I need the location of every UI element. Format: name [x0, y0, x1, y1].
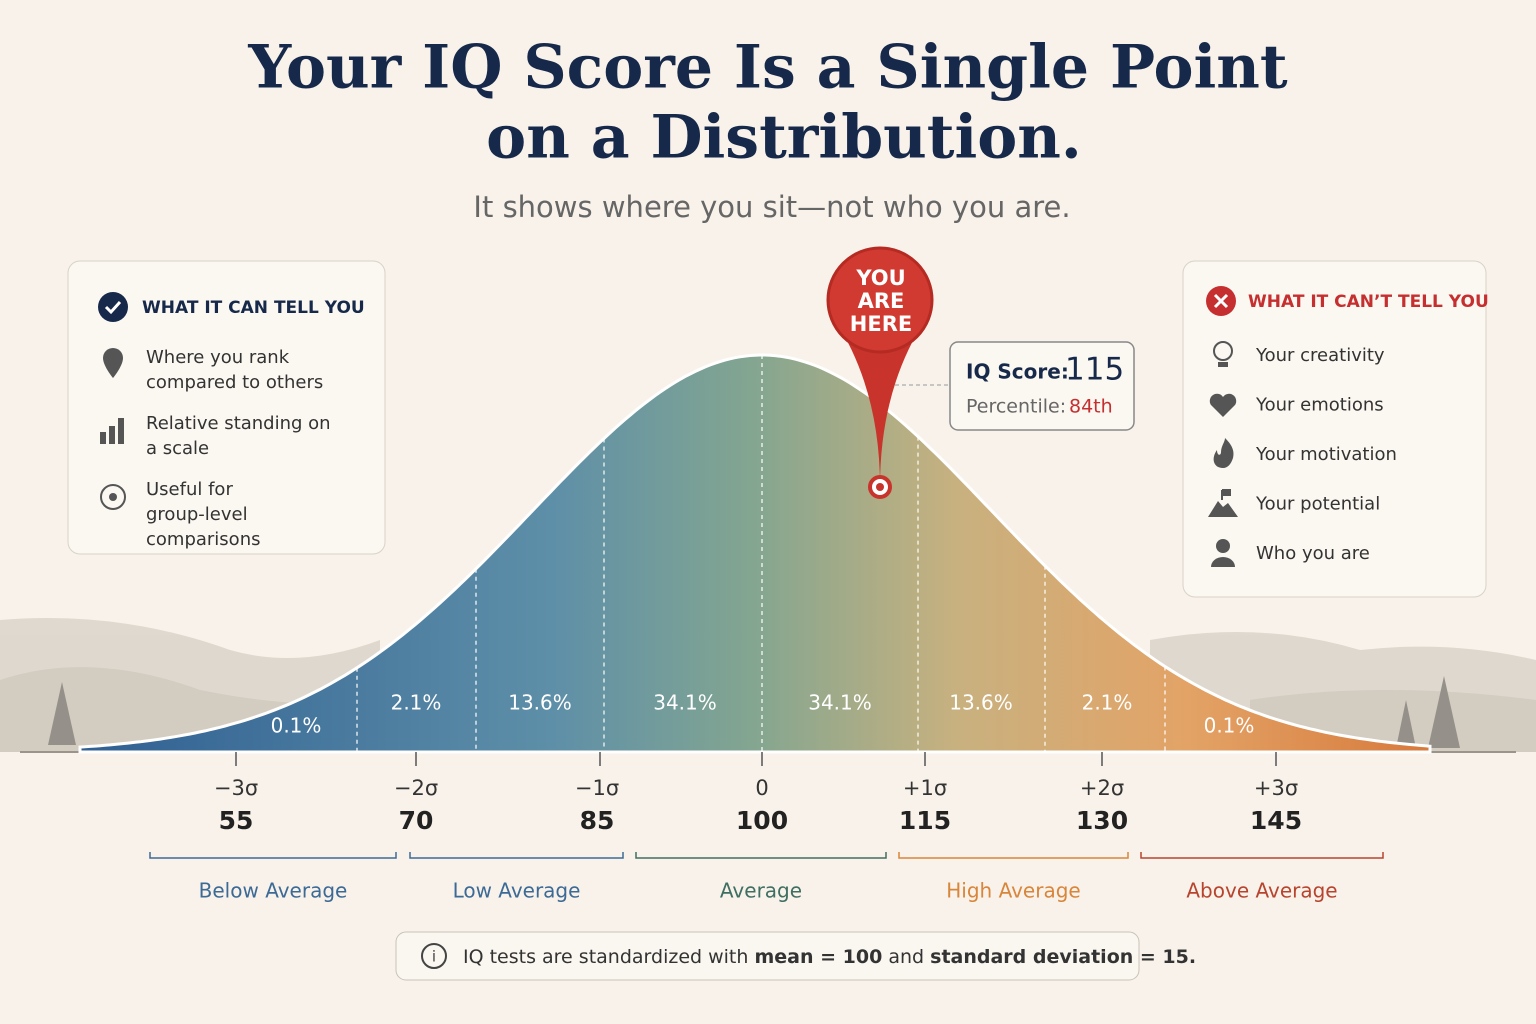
sigma-label: +2σ [1080, 776, 1124, 800]
band-bracket [635, 852, 887, 859]
subtitle: It shows where you sit—not who you are. [473, 190, 1070, 224]
can-panel [67, 260, 386, 555]
segment-label: 34.1% [808, 691, 872, 715]
panel-item: Where you rank compared to others [146, 347, 323, 393]
band-label: Below Average [199, 879, 348, 903]
panel-item: Your motivation [1255, 444, 1397, 465]
band-label: Average [720, 879, 802, 903]
band-bracket [409, 852, 624, 859]
panel-heading: WHAT IT CAN’T TELL YOU [1248, 292, 1489, 312]
panel-item: Who you are [1256, 543, 1370, 564]
pin-text: HERE [850, 312, 912, 336]
sigma-label: +3σ [1254, 776, 1298, 800]
footnote-part: IQ tests are standardized with [463, 946, 754, 968]
sigma-label: −1σ [575, 776, 619, 800]
segment-label: 0.1% [1204, 714, 1255, 738]
segment-label: 0.1% [271, 714, 322, 738]
sigma-label: −3σ [214, 776, 258, 800]
pin [826, 246, 934, 499]
panel-item: Useful for group-level comparisons [146, 479, 260, 550]
cant-icons [1208, 341, 1238, 567]
cant-panel [1182, 260, 1487, 598]
segment-label: 13.6% [508, 691, 572, 715]
score-box [949, 341, 1135, 431]
sigma-label: +1σ [903, 776, 947, 800]
band-bracket [149, 852, 397, 859]
curve-area [78, 353, 1432, 754]
score-label: 85 [580, 806, 615, 835]
labels: 0.1% 2.1% 13.6% 34.1% 34.1% 13.6% 2.1% 0.1% −3σ 5… [149, 691, 1384, 903]
score-label: 55 [219, 806, 254, 835]
percentile: 84th [1069, 396, 1113, 418]
footnote-part: standard deviation = 15. [930, 946, 1196, 968]
panel-heading: WHAT IT CAN TELL YOU [142, 298, 365, 318]
score-label: 145 [1250, 806, 1302, 835]
title-line: on a Distribution. [486, 103, 1082, 173]
segment-label: 2.1% [1082, 691, 1133, 715]
band-label: Low Average [453, 879, 581, 903]
score: 115 [1065, 352, 1124, 388]
sigma-label: 0 [755, 776, 768, 800]
segment-label: 2.1% [391, 691, 442, 715]
panel-item: Relative standing on a scale [146, 413, 331, 459]
score-label: 70 [399, 806, 434, 835]
panel-item: Your emotions [1255, 395, 1384, 416]
footnote-part: and [882, 946, 930, 968]
band-label: High Average [946, 879, 1080, 903]
pin-icon [103, 348, 123, 378]
sigma-label: −2σ [394, 776, 438, 800]
check-icon [98, 292, 128, 322]
footnote-box [395, 931, 1140, 981]
panel-item: Your creativity [1255, 345, 1385, 366]
footnote-part: mean = 100 [754, 946, 882, 968]
title-line: Your IQ Score Is a Single Point [247, 33, 1288, 103]
footnote: IQ tests are standardized with mean = 10… [463, 946, 1196, 968]
bell-curve [78, 353, 1432, 754]
band-bracket [1140, 852, 1384, 859]
score-label: 115 [899, 806, 951, 835]
svg-text:i: i [432, 948, 436, 966]
score-label: 130 [1076, 806, 1128, 835]
segment-label: 34.1% [653, 691, 717, 715]
pin-text: ARE [858, 289, 905, 313]
pin-text: YOU [855, 266, 905, 290]
band-bracket [898, 852, 1129, 859]
segment-label: 13.6% [949, 691, 1013, 715]
panel-item: Your potential [1255, 494, 1380, 515]
band-label: Above Average [1186, 879, 1337, 903]
percentile-label: Percentile: [966, 396, 1066, 418]
score-label: IQ Score: [966, 360, 1069, 384]
score-label: 100 [736, 806, 788, 835]
